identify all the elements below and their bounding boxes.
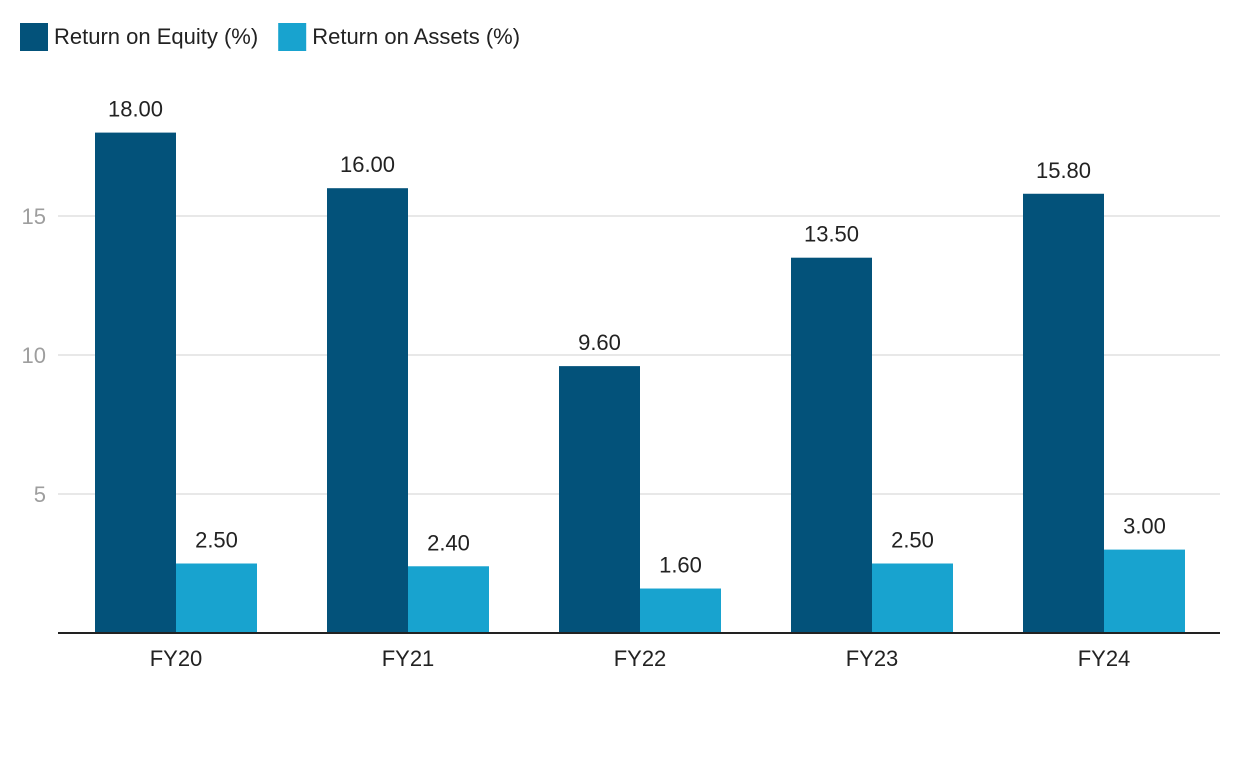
data-label-fy20-series-1: 18.00 [108,97,163,122]
x-category-label-fy24: FY24 [1078,646,1131,671]
data-label-fy23-series-2: 2.50 [891,528,934,553]
bar-fy22-series-1 [559,366,640,633]
bar-fy21-series-2 [408,566,489,633]
data-label-fy23-series-1: 13.50 [804,222,859,247]
bar-fy24-series-1 [1023,193,1104,633]
data-label-fy24-series-2: 3.00 [1123,514,1166,539]
x-category-label-fy23: FY23 [846,646,899,671]
bar-fy21-series-1 [327,188,408,633]
x-category-label-fy20: FY20 [150,646,203,671]
bar-fy20-series-1 [95,132,176,633]
x-category-label-fy22: FY22 [614,646,667,671]
data-label-fy24-series-1: 15.80 [1036,158,1091,183]
data-label-fy21-series-1: 16.00 [340,152,395,177]
y-tick-label-10: 10 [22,343,46,368]
bars [95,132,1185,633]
data-labels: 18.00 2.50 16.00 2.40 9.60 1.60 13.50 2.50 15.80… [108,97,1166,578]
x-axis-categories: FY20 FY21 FY22 FY23 FY24 [150,646,1131,671]
legend-swatch-2 [278,23,307,51]
bar-fy23-series-1 [791,257,872,633]
bar-fy23-series-2 [872,563,953,633]
data-label-fy22-series-2: 1.60 [659,553,702,578]
bar-fy22-series-2 [640,588,721,633]
legend-swatch-1 [20,23,48,51]
legend: Return on Equity (%) Return on Assets (%) [20,23,520,51]
data-label-fy22-series-1: 9.60 [578,330,621,355]
y-tick-label-5: 5 [34,482,46,507]
y-tick-label-15: 15 [22,204,46,229]
data-label-fy21-series-2: 2.40 [427,530,470,555]
legend-label-1: Return on Equity (%) [54,24,258,49]
data-label-fy20-series-2: 2.50 [195,528,238,553]
bar-fy20-series-2 [176,563,257,633]
x-category-label-fy21: FY21 [382,646,435,671]
legend-label-2: Return on Assets (%) [312,24,520,49]
y-axis-ticks: 5 10 15 [22,204,46,507]
bar-fy24-series-2 [1104,549,1185,633]
